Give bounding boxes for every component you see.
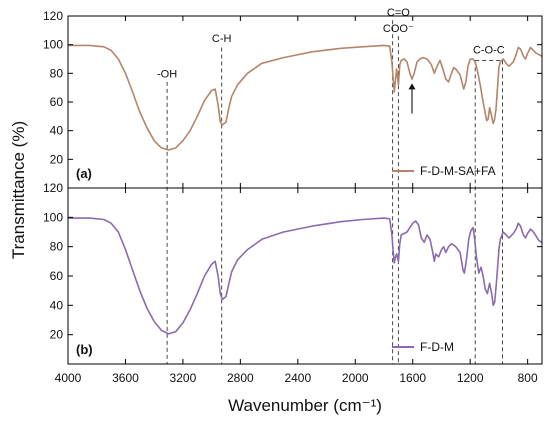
y-tick-label: 80 bbox=[50, 240, 64, 254]
y-tick-label: 120 bbox=[43, 181, 63, 195]
peak-annotation: C-H bbox=[212, 33, 232, 45]
x-tick-label: 2000 bbox=[342, 371, 369, 385]
panel-label: (a) bbox=[76, 166, 92, 181]
legend-entry: F-D-M bbox=[420, 340, 454, 354]
y-tick-label: 40 bbox=[50, 124, 64, 138]
y-tick-label: 100 bbox=[43, 38, 63, 52]
peak-annotation: C-O-C bbox=[473, 44, 505, 56]
x-tick-label: 2400 bbox=[284, 371, 311, 385]
x-tick-label: 1600 bbox=[399, 371, 426, 385]
legend-entry: F-D-M-SA+FA bbox=[420, 164, 496, 178]
series-line bbox=[68, 217, 543, 335]
annotation-group: (a) (b) -OH C-H C=O COO⁻ C-O-C bbox=[76, 7, 505, 357]
y-tick-label: 20 bbox=[50, 328, 64, 342]
series-group bbox=[68, 44, 543, 335]
x-tick-label: 2800 bbox=[227, 371, 254, 385]
peak-annotation: COO⁻ bbox=[383, 23, 414, 35]
plot-area bbox=[68, 16, 542, 364]
legend-group: F-D-M-SA+FA F-D-M bbox=[392, 164, 496, 354]
x-tick-label: 1200 bbox=[457, 371, 484, 385]
tick-group: 20 40 60 80 100 120 20 40 60 80 100 120 4000 3600 3200… bbox=[43, 9, 542, 385]
y-tick-label: 60 bbox=[50, 95, 64, 109]
x-tick-label: 3200 bbox=[170, 371, 197, 385]
x-tick-label: 800 bbox=[518, 371, 538, 385]
x-axis-title: Wavenumber (cm⁻¹) bbox=[228, 396, 382, 415]
y-tick-label: 40 bbox=[50, 298, 64, 312]
y-tick-label: 100 bbox=[43, 210, 63, 224]
series-line bbox=[68, 44, 543, 151]
peak-annotation: C=O bbox=[387, 7, 410, 19]
y-tick-label: 80 bbox=[50, 66, 64, 80]
y-tick-label: 20 bbox=[50, 152, 64, 166]
y-tick-label: 120 bbox=[43, 9, 63, 23]
peak-annotation: -OH bbox=[157, 69, 177, 81]
x-tick-label: 3600 bbox=[112, 371, 139, 385]
panel-background bbox=[68, 188, 542, 364]
y-tick-label: 60 bbox=[50, 269, 64, 283]
panel-background bbox=[68, 16, 542, 188]
x-tick-label: 4000 bbox=[55, 371, 82, 385]
panel-label: (b) bbox=[76, 342, 93, 357]
arrow-head bbox=[408, 83, 416, 90]
y-axis-title: Transmittance (%) bbox=[9, 121, 28, 259]
